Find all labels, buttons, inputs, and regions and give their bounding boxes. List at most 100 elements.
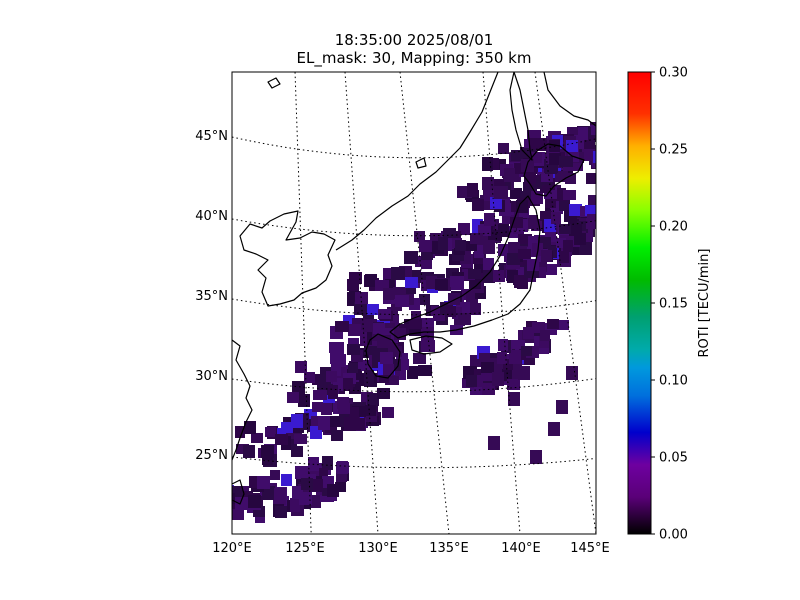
roti-cell [373,323,385,334]
roti-cell [438,237,448,250]
roti-cell [513,210,524,220]
roti-cell [569,204,582,216]
roti-cell [291,446,303,457]
roti-cell [544,264,557,275]
roti-cell [404,251,418,264]
roti-cell [253,506,265,517]
roti-cell [494,186,508,199]
gridline-lat-40 [232,218,596,237]
roti-cell [515,340,525,351]
roti-cell [579,242,592,255]
roti-cell [281,422,293,433]
roti-cell [540,330,550,341]
roti-cell [451,279,464,290]
roti-cell [257,476,270,489]
roti-cell [468,269,481,279]
roti-cell [322,456,333,470]
lat-label-30: 30°N [195,369,228,384]
roti-cell [498,143,509,154]
coast-kurils [543,72,596,127]
roti-cell [421,257,432,269]
roti-cell [607,116,618,128]
roti-cell [335,354,346,367]
roti-cell [474,259,485,273]
colorbar-tick-label: 0.05 [659,451,688,466]
roti-cell [385,278,395,291]
roti-cell [331,430,343,441]
roti-cell [568,149,579,162]
roti-cell [331,363,341,376]
roti-cell [471,303,481,315]
roti-cell [321,403,332,415]
roti-cell [566,140,578,152]
roti-cell [380,352,393,364]
colorbar-tick-label: 0.20 [659,220,688,235]
lon-label-135: 135°E [429,541,469,556]
roti-cell [551,212,561,224]
roti-cell [509,350,521,364]
roti-cell [566,366,578,380]
roti-cell [596,125,606,137]
coast-taiwan [232,479,245,505]
roti-cell [391,267,405,280]
roti-cell [548,422,560,436]
colorbar-tick-label: 0.00 [659,528,688,543]
roti-cell [383,268,393,279]
roti-cell [347,344,360,355]
colorbar-tick-label: 0.30 [659,66,688,81]
roti-cell [556,238,566,248]
roti-cell [483,258,494,270]
roti-cell [508,392,520,406]
gridline-lon-145 [534,72,596,534]
roti-cell [235,426,245,438]
roti-cell [446,306,456,317]
lat-label-35: 35°N [195,289,228,304]
roti-cell [405,283,416,294]
roti-cell [538,237,551,248]
coast-shikoku [409,335,453,355]
colorbar-tick-label: 0.25 [659,143,688,158]
roti-cell [295,466,308,479]
roti-cell [326,371,337,382]
roti-cell [523,327,534,339]
roti-cell [601,138,611,152]
roti-cell [431,306,443,316]
roti-cell [349,407,359,421]
roti-cell [358,360,372,371]
lon-label-130: 130°E [358,541,398,556]
roti-cell [514,163,526,174]
roti-cell [480,224,491,236]
roti-cell [327,416,340,427]
roti-cell [452,307,462,319]
roti-cell [232,510,233,520]
roti-cell [347,279,359,291]
roti-cell [507,369,518,383]
roti-cell [365,405,376,416]
roti-cell [507,270,518,283]
roti-cell [593,151,596,163]
roti-cell [498,339,508,351]
roti-cell [483,270,495,283]
roti-cell [518,366,530,380]
roti-cell [573,135,584,149]
roti-cell [265,427,276,437]
roti-cell [569,224,582,236]
roti-cell [470,385,484,395]
roti-cell [298,394,310,407]
roti-cell [232,509,244,520]
coast-china [232,339,253,461]
roti-cell [586,173,596,184]
roti-cell [598,161,611,175]
roti-cell [364,370,374,384]
roti-cell [482,177,494,190]
roti-cell [497,352,507,364]
roti-cell [413,353,426,364]
roti-cell [409,319,422,329]
lon-label-125: 125°E [285,541,325,556]
roti-cell [508,242,520,253]
roti-cell [244,421,256,434]
roti-cell [232,486,243,500]
roti-cell [514,275,527,288]
roti-cell [243,445,255,458]
